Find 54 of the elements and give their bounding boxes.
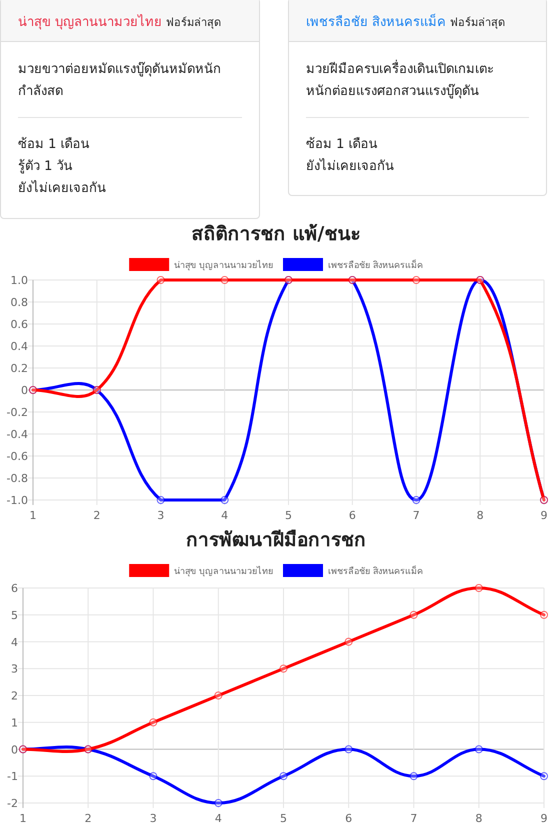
x-tick-label: 2 [84, 812, 92, 825]
x-tick-label: 3 [157, 509, 164, 522]
x-tick-label: 6 [348, 509, 356, 522]
y-tick-label: 6 [11, 582, 18, 595]
x-tick-label: 4 [214, 812, 222, 825]
text: รู้ตัว 1 วัน [18, 158, 74, 176]
y-tick-label: -0.2 [6, 406, 28, 419]
chart-title: การพัฒนาฝีมือการชก [186, 529, 366, 551]
text: ฟอร์มล่าสุด [450, 16, 506, 29]
y-tick-label: 0.6 [10, 318, 28, 331]
y-tick-label: 1 [11, 716, 18, 730]
x-tick-label: 2 [93, 509, 100, 522]
x-tick-label: 7 [410, 812, 418, 825]
y-tick-label: 0.4 [10, 340, 28, 353]
legend-label: เพชรลือชัย สิงหนครแม็ค [328, 258, 423, 271]
x-tick-label: 8 [476, 509, 484, 522]
text: มวยฝีมือครบเครื่องเดินเปิดเกมเตะหนักต่อยแรงศอกสวนแรงบู๊ดุดัน [306, 59, 495, 101]
y-tick-label: 0.2 [10, 362, 28, 375]
y-tick-label: -2 [7, 797, 18, 810]
y-tick-label: -1.0 [6, 494, 28, 507]
legend-label: เพชรลือชัย สิงหนครแม็ค [328, 564, 423, 577]
text: น่าสุข บุญลานนามวยไทย [18, 15, 162, 30]
text: ซ้อม 1 เดือน [306, 136, 379, 154]
text: เพชรลือชัย สิงหนครแม็ค [306, 15, 446, 30]
y-tick-label: 4 [11, 636, 18, 649]
x-tick-label: 4 [221, 509, 228, 522]
y-tick-label: 3 [11, 662, 18, 676]
legend-label: น่าสุข บุญลานนามวยไทย [174, 566, 273, 577]
text: ซ้อม 1 เดือน [18, 136, 91, 154]
y-tick-label: 2 [11, 690, 18, 702]
x-tick-label: 1 [30, 509, 36, 522]
text: ยังไม่เคยเจอกัน [18, 179, 107, 198]
x-tick-label: 9 [540, 812, 548, 825]
y-tick-label: 5 [11, 608, 18, 622]
y-tick-label: 0.8 [10, 296, 28, 309]
x-tick-label: 6 [345, 812, 352, 825]
y-tick-label: -0.6 [6, 450, 28, 463]
text: มวยขวาต่อยหมัดแรงบู๊ดุดันหมัดหนักกำลังสด [18, 60, 222, 101]
y-tick-label: 0 [21, 384, 28, 397]
x-tick-label: 5 [285, 509, 292, 522]
text: ยังไม่เคยเจอกัน [306, 157, 395, 176]
x-tick-label: 9 [540, 509, 548, 522]
y-tick-label: -1 [7, 770, 18, 784]
text: ฟอร์มล่าสุด [166, 16, 222, 29]
y-tick-label: 1.0 [10, 274, 28, 287]
x-tick-label: 5 [280, 812, 287, 825]
y-tick-label: 0 [11, 743, 18, 756]
x-tick-label: 8 [475, 812, 482, 825]
legend-label: น่าสุข บุญลานนามวยไทย [174, 260, 273, 271]
y-tick-label: -0.4 [6, 428, 28, 441]
chart-title: สถิติการชก แพ้/ชนะ [192, 223, 360, 245]
y-tick-label: -0.8 [6, 472, 28, 485]
x-tick-label: 3 [150, 812, 157, 825]
x-tick-label: 7 [412, 509, 420, 522]
